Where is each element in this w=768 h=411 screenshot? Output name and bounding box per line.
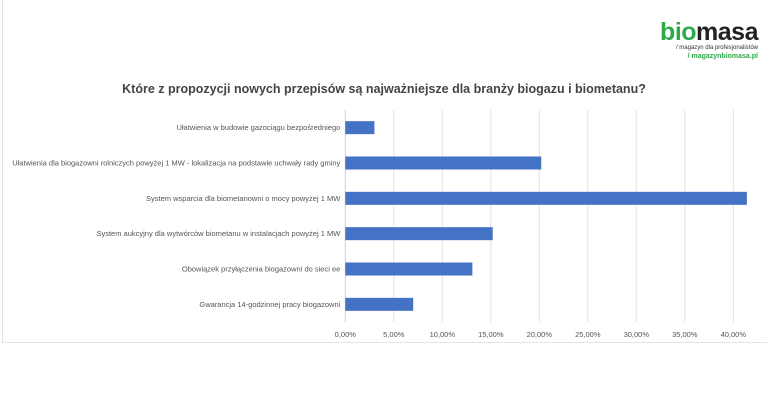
x-tick-label: 40,00% — [721, 330, 747, 339]
bar — [345, 227, 493, 241]
category-label: Ułatwienia dla biogazowni rolniczych pow… — [12, 159, 340, 168]
chart-title: Które z propozycji nowych przepisów są n… — [122, 82, 646, 96]
category-label: Ułatwienia w budowie gazociągu bezpośred… — [176, 123, 340, 132]
bar — [345, 121, 375, 135]
x-tick-label: 10,00% — [430, 330, 456, 339]
x-tick-label: 5,00% — [383, 330, 405, 339]
logo-url[interactable]: / magazynbiomasa.pl — [687, 53, 758, 60]
logo-wordmark: biomasa — [660, 18, 758, 46]
x-tick-label: 35,00% — [672, 330, 698, 339]
bar — [345, 191, 747, 205]
x-tick-label: 30,00% — [624, 330, 650, 339]
bar — [345, 156, 542, 170]
x-tick-label: 15,00% — [478, 330, 504, 339]
x-tick-label: 0,00% — [335, 330, 357, 339]
x-tick-label: 20,00% — [527, 330, 553, 339]
category-label: System aukcyjny dla wytwórców biometanu … — [96, 229, 341, 238]
bar — [345, 262, 473, 276]
category-label: System wsparcia dla biometanowni o mocy … — [146, 194, 341, 203]
category-label: Gwarancja 14-godzinnej pracy biogazowni — [199, 300, 340, 309]
bar — [345, 297, 414, 311]
logo-tagline: / magazyn dla profesjonalistów — [675, 45, 758, 51]
category-label: Obowiązek przyłączenia biogazowni do sie… — [182, 265, 340, 274]
chart-frame — [2, 0, 767, 343]
x-tick-label: 25,00% — [575, 330, 601, 339]
biomasa-logo: biomasa / magazyn dla profesjonalistów /… — [660, 20, 758, 61]
